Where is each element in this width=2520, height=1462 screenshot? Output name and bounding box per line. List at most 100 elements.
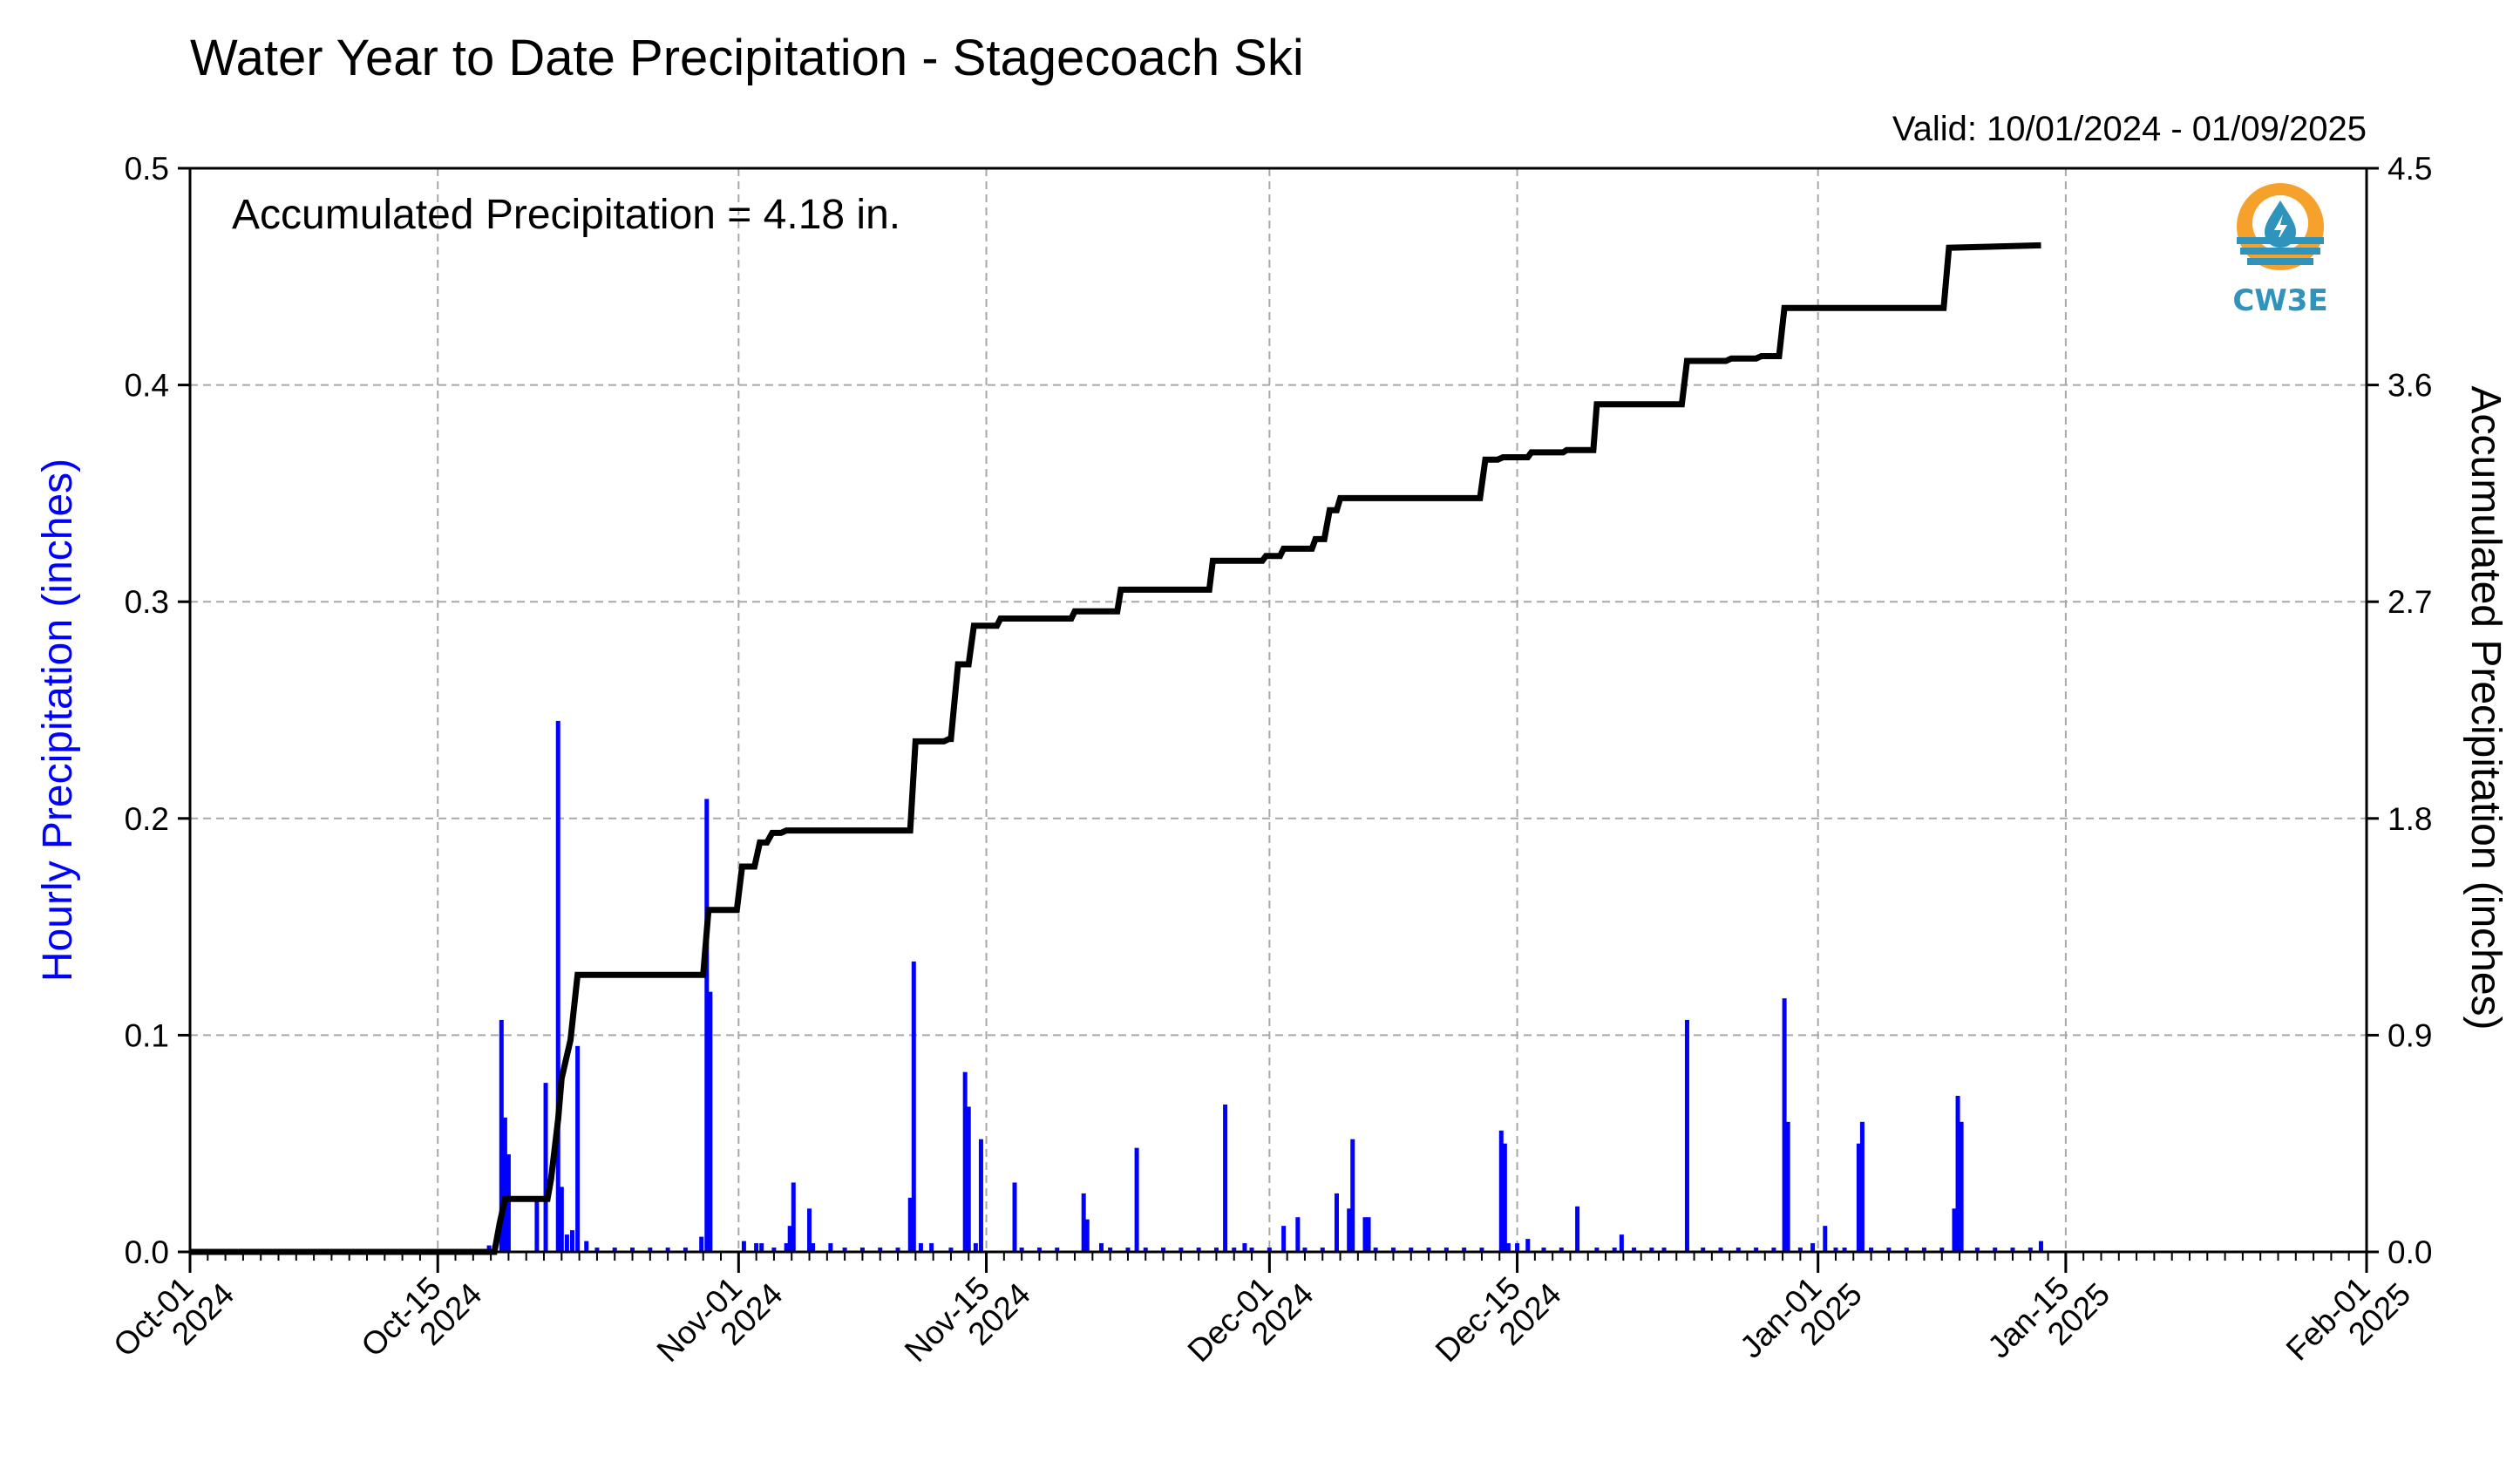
hourly-bar: [948, 1248, 954, 1252]
hourly-bar: [978, 1139, 983, 1252]
hourly-bar: [1242, 1243, 1247, 1252]
hourly-bar: [1701, 1248, 1706, 1252]
hourly-bar: [1281, 1226, 1287, 1252]
hourly-bar: [1525, 1239, 1531, 1252]
left-tick-label: 0.5: [125, 151, 169, 187]
hourly-bar: [973, 1243, 978, 1252]
hourly-bar: [1502, 1143, 1507, 1252]
hourly-bar: [1081, 1193, 1086, 1252]
hourly-bar: [1362, 1217, 1368, 1252]
cw3e-logo: CW3E: [2232, 183, 2328, 318]
hourly-bar: [895, 1248, 900, 1252]
hourly-bar: [683, 1248, 688, 1252]
right-tick-label: 4.5: [2388, 151, 2432, 187]
hourly-bar: [1886, 1248, 1892, 1252]
right-tick-label: 3.6: [2388, 368, 2432, 404]
hourly-bar: [575, 1045, 581, 1252]
hourly-bar: [1036, 1248, 1042, 1252]
hourly-bar: [1498, 1130, 1504, 1252]
hourly-bar: [1785, 1121, 1790, 1252]
hourly-bar: [699, 1236, 704, 1252]
hourly-bar: [648, 1248, 653, 1252]
hourly-bar: [612, 1248, 617, 1252]
hourly-bar: [2038, 1241, 2043, 1252]
hourly-bar: [1833, 1248, 1838, 1252]
right-tick-label: 1.8: [2388, 801, 2432, 837]
hourly-bar: [1267, 1248, 1272, 1252]
hourly-bar: [1505, 1243, 1511, 1252]
left-tick-label: 0.0: [125, 1234, 169, 1270]
hourly-bar: [2010, 1248, 2015, 1252]
hourly-bar: [1012, 1182, 1017, 1252]
hourly-bar: [907, 1197, 913, 1252]
hourly-bar: [1649, 1248, 1654, 1252]
hourly-bar: [911, 961, 916, 1252]
hourly-bar: [1055, 1248, 1060, 1252]
hourly-bar: [918, 1243, 923, 1252]
hourly-bar: [1771, 1248, 1776, 1252]
hourly-bar: [828, 1243, 833, 1252]
hourly-bar: [1718, 1248, 1723, 1252]
hourly-bar: [1443, 1248, 1449, 1252]
hourly-bar: [1108, 1248, 1113, 1252]
left-tick-label: 0.2: [125, 801, 169, 837]
hourly-bar: [1684, 1019, 1689, 1252]
chart-title: Water Year to Date Precipitation - Stage…: [190, 30, 1304, 86]
hourly-bar: [771, 1248, 777, 1252]
hourly-bar: [1952, 1208, 1957, 1252]
hourly-bar: [1143, 1248, 1148, 1252]
hourly-bar: [594, 1248, 600, 1252]
hourly-bar: [2028, 1248, 2033, 1252]
left-tick-label: 0.3: [125, 584, 169, 620]
hourly-bar: [1823, 1226, 1828, 1252]
hourly-bar: [1575, 1206, 1580, 1252]
hourly-bar: [559, 1187, 564, 1252]
hourly-bar: [704, 799, 710, 1252]
hourly-bar: [1904, 1248, 1909, 1252]
hourly-bar: [584, 1241, 589, 1252]
hourly-bar: [1223, 1104, 1228, 1252]
hourly-bar: [1632, 1248, 1637, 1252]
hourly-bar: [962, 1071, 968, 1252]
hourly-bar: [966, 1106, 971, 1252]
hourly-bar: [929, 1243, 934, 1252]
hourly-bar: [1993, 1248, 1998, 1252]
hourly-bar: [1249, 1248, 1254, 1252]
hourly-bars: [486, 720, 2043, 1252]
hourly-bar: [1125, 1248, 1131, 1252]
logo-wave-1: [2237, 237, 2324, 244]
left-y-axis: 0.0 0.1 0.2 0.3 0.4 0.5: [125, 151, 190, 1270]
hourly-bar: [1959, 1121, 1964, 1252]
valid-range: Valid: 10/01/2024 - 01/09/2025: [1892, 110, 2367, 148]
hourly-bar: [1661, 1248, 1667, 1252]
hourly-bar: [741, 1241, 746, 1252]
hourly-bar: [569, 1230, 574, 1252]
logo-wave-2: [2240, 248, 2320, 255]
hourly-bar: [842, 1248, 847, 1252]
hourly-bar: [1409, 1248, 1414, 1252]
hourly-bar: [502, 1117, 507, 1252]
hourly-bar: [791, 1182, 796, 1252]
hourly-bar: [859, 1248, 865, 1252]
hourly-bar: [1612, 1248, 1617, 1252]
hourly-bar: [708, 991, 713, 1252]
hourly-bar: [811, 1243, 816, 1252]
hourly-bar: [1782, 998, 1787, 1252]
hourly-bar: [1619, 1234, 1624, 1252]
hourly-bar: [1084, 1219, 1090, 1252]
hourly-bar: [1161, 1248, 1166, 1252]
hourly-bar: [1196, 1248, 1201, 1252]
hourly-bar: [1735, 1248, 1741, 1252]
right-tick-label: 2.7: [2388, 584, 2432, 620]
hourly-bar: [499, 1019, 504, 1252]
left-tick-label: 0.1: [125, 1017, 169, 1053]
right-tick-label: 0.9: [2388, 1017, 2432, 1053]
